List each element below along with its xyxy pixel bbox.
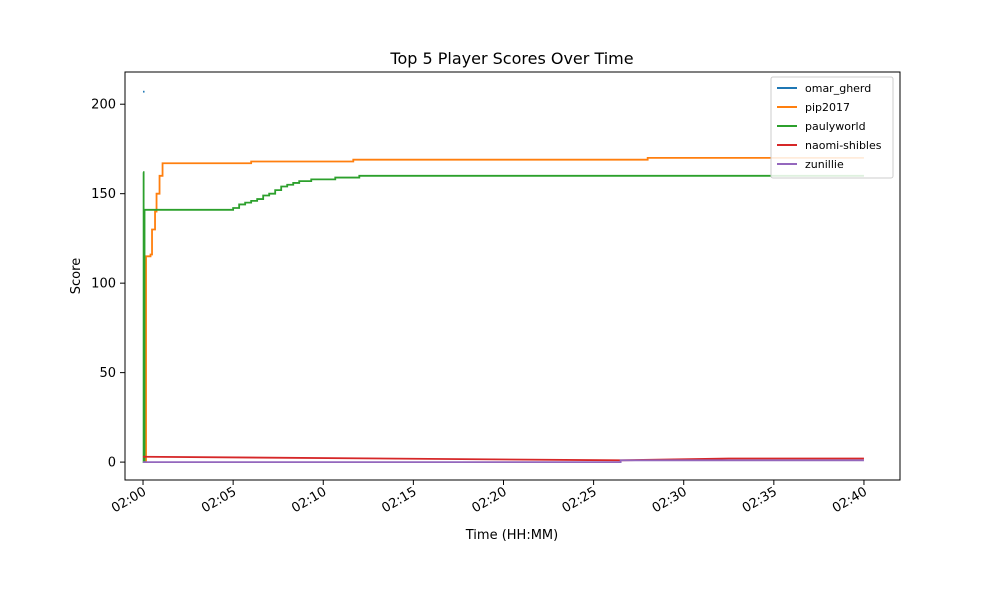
- x-tick-label: 02:35: [740, 484, 780, 516]
- plot-frame: [124, 71, 901, 481]
- x-tick-label: 02:15: [379, 484, 419, 516]
- x-tick-label: 02:20: [470, 484, 510, 516]
- x-axis-label: Time (HH:MM): [465, 528, 558, 543]
- y-tick-label: 100: [91, 277, 116, 292]
- x-tick-label: 02:30: [650, 484, 690, 516]
- series-line-paulyworld: [142, 171, 864, 464]
- legend-label-pip2017: pip2017: [805, 101, 850, 114]
- x-tick-label: 02:05: [199, 484, 239, 516]
- legend-label-paulyworld: paulyworld: [805, 120, 866, 133]
- x-tick-label: 02:00: [109, 484, 149, 516]
- y-tick-label: 150: [91, 187, 116, 202]
- series-layer: [142, 90, 864, 464]
- x-tick-label: 02:25: [560, 484, 600, 516]
- y-tick-label: 50: [99, 366, 116, 381]
- legend-label-omar_gherd: omar_gherd: [805, 82, 871, 95]
- legend-box: [770, 76, 894, 179]
- chart-title: Top 5 Player Scores Over Time: [389, 49, 633, 68]
- legend-label-naomi-shibles: naomi-shibles: [805, 139, 882, 152]
- x-tick-label: 02:10: [289, 484, 329, 516]
- y-tick-label: 0: [108, 456, 116, 471]
- series-line-pip2017: [143, 156, 864, 464]
- y-axis-label: Score: [69, 258, 84, 294]
- legend: omar_gherd pip2017 paulyworld naomi-shibles…: [770, 76, 894, 179]
- y-tick-label: 200: [91, 98, 116, 113]
- series-line-zunillie: [143, 459, 864, 464]
- legend-label-zunillie: zunillie: [805, 158, 844, 171]
- x-tick-label: 02:40: [830, 484, 870, 516]
